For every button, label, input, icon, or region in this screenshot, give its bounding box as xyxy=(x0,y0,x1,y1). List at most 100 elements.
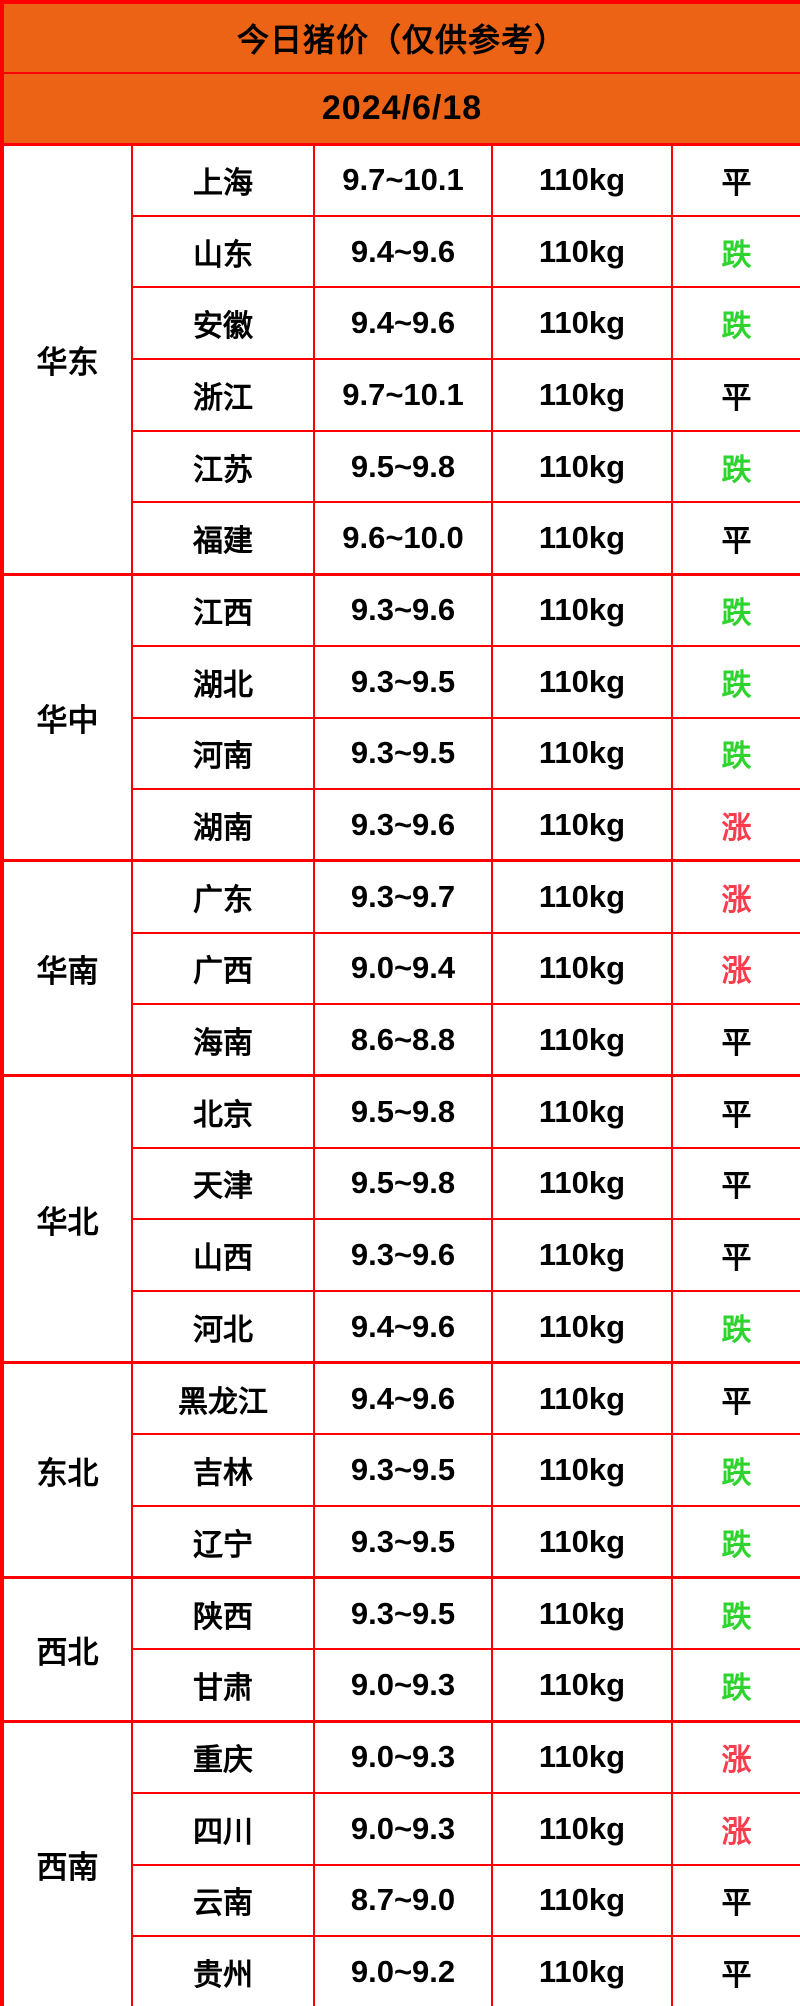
weight-cell: 110kg xyxy=(491,1218,673,1292)
trend-cell: 跌 xyxy=(670,716,800,791)
weight-cell: 110kg xyxy=(491,931,673,1006)
price-row: 安徽 9.4~9.6 110kg 跌 xyxy=(2,286,800,361)
trend-cell: 跌 xyxy=(670,1505,800,1579)
price-row: 湖北 9.3~9.5 110kg 跌 xyxy=(2,644,800,719)
price-cell: 9.3~9.5 xyxy=(313,1505,493,1579)
weight-cell: 110kg xyxy=(491,286,673,361)
price-cell: 9.4~9.6 xyxy=(313,214,493,289)
weight-cell: 110kg xyxy=(491,788,673,862)
province-cell: 湖南 xyxy=(131,788,315,862)
trend-cell: 跌 xyxy=(670,572,800,647)
province-cell: 云南 xyxy=(131,1863,315,1938)
trend-cell: 平 xyxy=(670,142,800,217)
trend-cell: 平 xyxy=(670,358,800,432)
weight-cell: 110kg xyxy=(491,1648,673,1723)
province-cell: 广东 xyxy=(131,859,315,934)
price-row: 浙江 9.7~10.1 110kg 平 xyxy=(2,358,800,432)
date-label: 2024/6/18 xyxy=(0,72,800,146)
weight-cell: 110kg xyxy=(491,1361,673,1436)
weight-cell: 110kg xyxy=(491,1074,673,1149)
weight-cell: 110kg xyxy=(491,572,673,647)
region-cell: 华中 xyxy=(1,572,133,862)
price-cell: 9.0~9.4 xyxy=(313,931,493,1006)
province-cell: 重庆 xyxy=(131,1719,315,1794)
price-row: 江苏 9.5~9.8 110kg 跌 xyxy=(2,429,800,504)
weight-cell: 110kg xyxy=(491,1863,673,1938)
weight-cell: 110kg xyxy=(491,214,673,289)
trend-cell: 涨 xyxy=(670,1791,800,1866)
price-row: 甘肃 9.0~9.3 110kg 跌 xyxy=(2,1648,800,1723)
province-cell: 安徽 xyxy=(131,286,315,361)
weight-cell: 110kg xyxy=(491,1003,673,1077)
province-cell: 辽宁 xyxy=(131,1505,315,1579)
region-cell: 东北 xyxy=(1,1361,133,1579)
price-cell: 9.0~9.3 xyxy=(313,1791,493,1866)
title-row: 今日猪价（仅供参考） xyxy=(0,1,800,74)
region-cell: 西南 xyxy=(1,1719,133,2006)
weight-cell: 110kg xyxy=(491,644,673,719)
price-row: 河北 9.4~9.6 110kg 跌 xyxy=(2,1290,800,1364)
price-cell: 8.6~8.8 xyxy=(313,1003,493,1077)
trend-cell: 跌 xyxy=(670,286,800,361)
price-row: 湖南 9.3~9.6 110kg 涨 xyxy=(2,788,800,862)
price-row: 福建 9.6~10.0 110kg 平 xyxy=(2,501,800,576)
trend-cell: 平 xyxy=(670,1863,800,1938)
weight-cell: 110kg xyxy=(491,501,673,576)
province-cell: 天津 xyxy=(131,1146,315,1221)
date-row: 2024/6/18 xyxy=(0,72,800,146)
trend-cell: 涨 xyxy=(670,1719,800,1794)
province-cell: 江苏 xyxy=(131,429,315,504)
province-cell: 吉林 xyxy=(131,1433,315,1508)
price-cell: 9.3~9.5 xyxy=(313,716,493,791)
trend-cell: 跌 xyxy=(670,429,800,504)
trend-cell: 涨 xyxy=(670,931,800,1006)
price-row: 华北 北京 9.5~9.8 110kg 平 xyxy=(1,1074,800,1364)
price-row: 辽宁 9.3~9.5 110kg 跌 xyxy=(2,1505,800,1579)
province-cell: 河北 xyxy=(131,1290,315,1364)
province-cell: 湖北 xyxy=(131,644,315,719)
province-cell: 广西 xyxy=(131,931,315,1006)
price-row: 西北 陕西 9.3~9.5 110kg 跌 xyxy=(1,1576,800,1723)
province-cell: 河南 xyxy=(131,716,315,791)
price-row: 贵州 9.0~9.2 110kg 平 xyxy=(2,1935,800,2006)
price-cell: 9.4~9.6 xyxy=(313,1361,493,1436)
price-row: 山西 9.3~9.6 110kg 平 xyxy=(2,1218,800,1292)
trend-cell: 平 xyxy=(670,1146,800,1221)
price-row: 广西 9.0~9.4 110kg 涨 xyxy=(2,931,800,1006)
price-cell: 9.7~10.1 xyxy=(313,358,493,432)
price-cell: 9.3~9.6 xyxy=(313,788,493,862)
trend-cell: 平 xyxy=(670,501,800,576)
price-cell: 9.7~10.1 xyxy=(313,142,493,217)
province-cell: 北京 xyxy=(131,1074,315,1149)
price-row: 天津 9.5~9.8 110kg 平 xyxy=(2,1146,800,1221)
trend-cell: 平 xyxy=(670,1935,800,2006)
price-row: 河南 9.3~9.5 110kg 跌 xyxy=(2,716,800,791)
weight-cell: 110kg xyxy=(491,1433,673,1508)
province-cell: 江西 xyxy=(131,572,315,647)
weight-cell: 110kg xyxy=(491,1719,673,1794)
price-cell: 9.3~9.7 xyxy=(313,859,493,934)
trend-cell: 跌 xyxy=(670,214,800,289)
price-row: 海南 8.6~8.8 110kg 平 xyxy=(2,1003,800,1077)
province-cell: 贵州 xyxy=(131,1935,315,2006)
trend-cell: 涨 xyxy=(670,859,800,934)
province-cell: 山西 xyxy=(131,1218,315,1292)
trend-cell: 平 xyxy=(670,1218,800,1292)
trend-cell: 跌 xyxy=(670,644,800,719)
price-cell: 9.3~9.6 xyxy=(313,572,493,647)
province-cell: 黑龙江 xyxy=(131,1361,315,1436)
trend-cell: 平 xyxy=(670,1074,800,1149)
province-cell: 山东 xyxy=(131,214,315,289)
weight-cell: 110kg xyxy=(491,142,673,217)
region-cell: 华东 xyxy=(1,142,133,576)
weight-cell: 110kg xyxy=(491,716,673,791)
price-cell: 9.3~9.5 xyxy=(313,1433,493,1508)
price-cell: 9.5~9.8 xyxy=(313,429,493,504)
trend-cell: 平 xyxy=(670,1003,800,1077)
price-cell: 9.0~9.2 xyxy=(313,1935,493,2006)
province-cell: 浙江 xyxy=(131,358,315,432)
trend-cell: 平 xyxy=(670,1361,800,1436)
region-cell: 华北 xyxy=(1,1074,133,1364)
